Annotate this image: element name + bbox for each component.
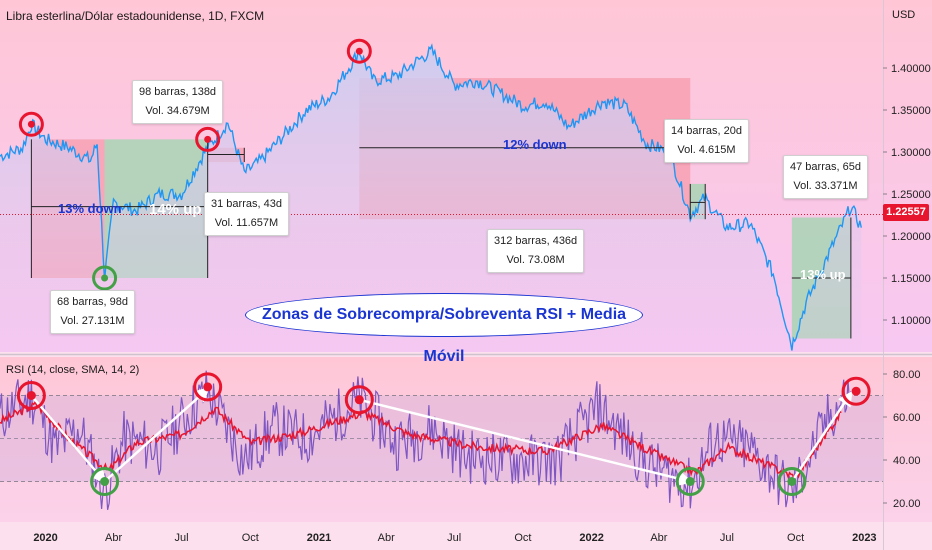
rsi-top-circle-3-dot <box>354 395 364 405</box>
chart-title: Libra esterlina/Dólar estadounidense, 1D… <box>6 9 265 23</box>
measure-6-percent: 13% up <box>800 267 846 282</box>
rsi-ma-banner: Zonas de Sobrecompra/Sobreventa RSI + Me… <box>245 293 643 365</box>
measure-2-bars: 98 barras, 138d <box>139 86 217 98</box>
measure-1-vol: Vol. 27.131M <box>60 315 125 327</box>
measure-6-bars: 47 barras, 65d <box>790 161 861 173</box>
measure-5-box: 14 barras, 20d Vol. 4.615M <box>664 119 749 163</box>
measure-4-vol: Vol. 73.08M <box>506 254 565 266</box>
rsi-bottom-circle-3-dot <box>787 477 797 486</box>
time-axis-background <box>0 522 932 550</box>
rsi-tick-label-0: 20.00 <box>893 498 921 510</box>
rsi-top-circle-3 <box>344 385 374 415</box>
rsi-bottom-circle-1 <box>90 467 120 496</box>
price-area <box>0 45 862 352</box>
price-top-circle-1-dot <box>27 120 35 128</box>
time-tick-label-6: Jul <box>447 532 461 544</box>
time-tick-label-9: Abr <box>650 532 667 544</box>
price-tick-label-0: 1.10000 <box>891 315 931 327</box>
measure-6-vol: Vol. 33.371M <box>793 180 858 192</box>
price-top-circle-3-dot <box>355 47 363 55</box>
rsi-arrow-2 <box>103 387 210 483</box>
price-tick-label-2: 1.20000 <box>891 231 931 243</box>
measure-2-vol: Vol. 34.679M <box>145 105 210 117</box>
time-tick-label-12: 2023 <box>852 532 876 544</box>
rsi-top-circle-1-dot <box>26 391 36 400</box>
time-tick-label-4: 2021 <box>307 532 331 544</box>
price-tick-label-4: 1.30000 <box>891 147 931 159</box>
price-tick-label-6: 1.40000 <box>891 63 931 75</box>
measure-5-bars: 14 barras, 20d <box>671 125 742 137</box>
time-tick-label-11: Oct <box>787 532 804 544</box>
time-tick-label-2: Jul <box>174 532 188 544</box>
measure-6-box: 47 barras, 65d Vol. 33.371M <box>783 155 868 199</box>
measure-1-bars: 68 barras, 98d <box>57 296 128 308</box>
last-price-badge: 1.22557 <box>883 204 929 221</box>
measure-2-percent: 14% up <box>149 201 202 218</box>
rsi-top-circle-4-dot <box>851 386 861 396</box>
currency-label: USD <box>892 9 916 21</box>
measure-5-vol: Vol. 4.615M <box>677 144 736 156</box>
time-tick-label-10: Jul <box>720 532 734 544</box>
rsi-tick-label-3: 80.00 <box>893 369 921 381</box>
time-tick-label-3: Oct <box>242 532 259 544</box>
rsi-top-circle-2-dot <box>203 382 213 392</box>
rsi-arrow-1 <box>30 394 107 484</box>
price-bottom-circle-1-dot <box>101 274 109 282</box>
rsi-tick-label-2: 60.00 <box>893 412 921 424</box>
price-bottom-circle-1 <box>92 265 118 291</box>
price-top-circle-2-dot <box>204 135 212 143</box>
price-top-circle-1 <box>18 111 44 137</box>
rsi-bottom-circle-2-dot <box>685 477 695 486</box>
price-tick-label-3: 1.25000 <box>891 189 931 201</box>
measure-3-bars: 31 barras, 43d <box>211 198 282 210</box>
rsi-indicator-label[interactable]: RSI (14, close, SMA, 14, 2) <box>6 364 140 376</box>
measure-3-box: 31 barras, 43d Vol. 11.657M <box>204 192 289 236</box>
rsi-bottom-circle-2 <box>675 467 705 496</box>
rsi-ma-line <box>0 400 842 484</box>
time-tick-label-8: 2022 <box>579 532 603 544</box>
price-tick-label-1: 1.15000 <box>891 273 931 285</box>
price-top-circle-2 <box>195 126 221 152</box>
rsi-arrow-4 <box>790 390 853 483</box>
measure-4-percent: 12% down <box>503 137 567 152</box>
measure-3-vol: Vol. 11.657M <box>214 217 279 229</box>
time-tick-label-7: Oct <box>514 532 531 544</box>
measure-4-box: 312 barras, 436d Vol. 73.08M <box>487 229 585 273</box>
rsi-bottom-circle-1-dot <box>100 477 110 486</box>
time-tick-label-0: 2020 <box>33 532 57 544</box>
price-tick-label-5: 1.35000 <box>891 105 931 117</box>
measure-4-bars: 312 barras, 436d <box>494 235 578 247</box>
measure-1-box: 68 barras, 98d Vol. 27.131M <box>50 290 135 334</box>
rsi-tick-label-1: 40.00 <box>893 455 921 467</box>
rsi-top-circle-2 <box>193 372 223 402</box>
measure-2-box: 98 barras, 138d Vol. 34.679M <box>132 80 224 124</box>
time-tick-label-5: Abr <box>378 532 395 544</box>
time-tick-label-1: Abr <box>105 532 122 544</box>
price-line <box>0 43 862 351</box>
rsi-arrow-3 <box>359 398 694 486</box>
rsi-top-circle-1 <box>16 381 46 410</box>
price-top-circle-3 <box>346 38 372 64</box>
measure-1-percent: 13% down <box>58 201 122 216</box>
rsi-bottom-circle-3 <box>777 467 807 496</box>
rsi-top-circle-4 <box>841 376 871 406</box>
